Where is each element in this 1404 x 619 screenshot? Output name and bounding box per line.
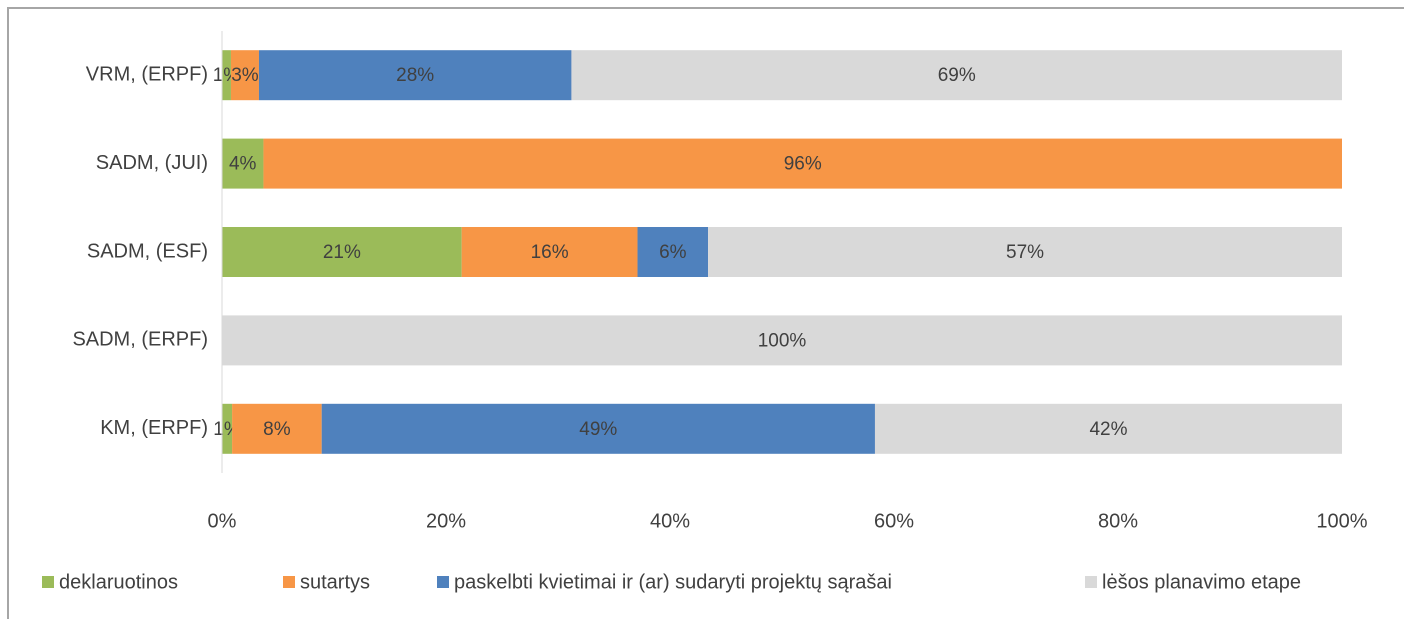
x-tick-label: 100% [1316, 510, 1367, 532]
x-tick-label: 60% [874, 510, 914, 532]
data-label: 28% [396, 65, 434, 86]
data-label: 49% [579, 419, 617, 440]
bar-segment [321, 403, 875, 454]
bar-segment [461, 227, 638, 277]
legend-swatch [437, 576, 449, 588]
y-tick-label: SADM, (JUI) [96, 152, 208, 174]
bar-segment [222, 315, 1342, 366]
data-label: 69% [938, 65, 976, 86]
legend-label: lėšos planavimo etape [1102, 571, 1301, 593]
data-label: 16% [531, 242, 569, 263]
frame [7, 7, 1404, 619]
x-tick-label: 0% [208, 510, 237, 532]
bar-segment [222, 403, 233, 454]
y-tick-label: SADM, (ESF) [87, 240, 208, 262]
data-label: 21% [323, 242, 361, 263]
bar-segment [222, 138, 264, 189]
bar-segment [874, 403, 1342, 454]
legend-label: deklaruotinos [59, 571, 178, 593]
legend-swatch [1085, 576, 1097, 588]
data-label: 3% [231, 65, 259, 86]
y-tick-label: VRM, (ERPF) [86, 63, 208, 85]
data-label: 57% [1006, 242, 1044, 263]
bar-segment [263, 138, 1343, 189]
bar-segment [232, 403, 322, 454]
data-label: 6% [659, 242, 687, 263]
bar-segment [222, 50, 231, 101]
x-tick-label: 20% [426, 510, 466, 532]
x-tick-label: 80% [1098, 510, 1138, 532]
data-label: 100% [758, 330, 807, 351]
data-label: 4% [229, 154, 257, 175]
y-tick-label: KM, (ERPF) [100, 417, 208, 439]
data-label: 8% [263, 419, 291, 440]
bar-segment [230, 50, 259, 101]
data-label: 42% [1089, 419, 1127, 440]
x-tick-label: 40% [650, 510, 690, 532]
legend-label: paskelbti kvietimai ir (ar) sudaryti pro… [454, 571, 892, 593]
bar-segment [571, 50, 1342, 101]
legend-swatch [283, 576, 295, 588]
legend-label: sutartys [300, 571, 370, 593]
y-tick-label: SADM, (ERPF) [72, 329, 208, 351]
bar-segment [222, 227, 462, 277]
bar-segment [258, 50, 572, 101]
data-label: 96% [784, 154, 822, 175]
legend-swatch [42, 576, 54, 588]
bar-segment [637, 227, 709, 277]
bar-segment [708, 227, 1342, 277]
